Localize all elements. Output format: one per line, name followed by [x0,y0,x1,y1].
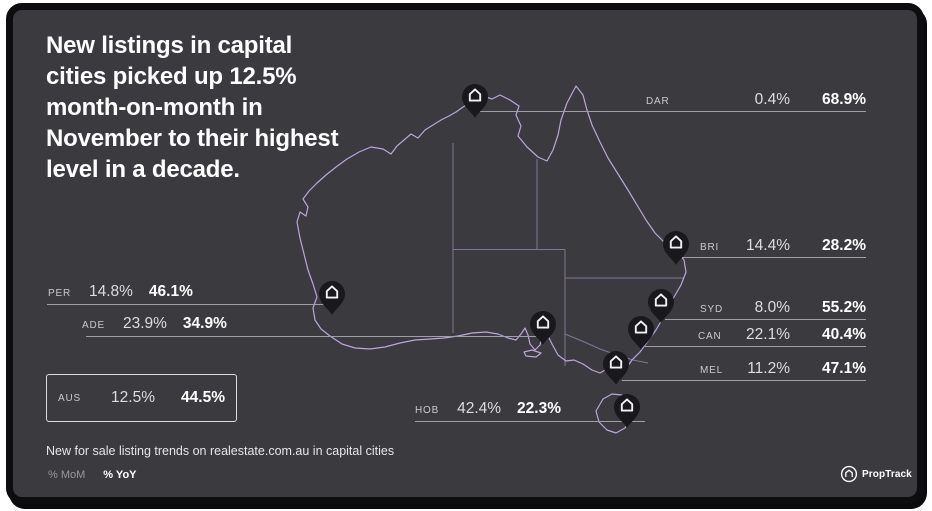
city-code: MEL [700,365,723,376]
mom-value: 23.9% [122,315,167,332]
city-code: SYD [700,304,723,315]
proptrack-house-icon [840,465,858,483]
national-yoy-value: 44.5% [181,389,225,406]
yoy-value: 46.1% [148,283,193,300]
page-title: New listings in capital cities picked up… [46,32,339,183]
yoy-value: 28.2% [822,237,866,254]
house-pin-icon-hobart [613,393,641,429]
mom-value: 8.0% [754,299,790,316]
city-code: CAN [698,331,722,342]
house-pin-icon-brisbane [662,230,690,266]
legend-yoy-label: % YoY [103,469,137,481]
state-borders [452,143,684,366]
mom-value: 0.4% [754,91,790,108]
yoy-value: 55.2% [822,299,866,316]
national-code: AUS [58,392,81,404]
card-background [6,3,924,504]
brand-name: PropTrack [862,468,912,480]
house-pin-icon-sydney [647,288,675,324]
yoy-value: 34.9% [182,315,227,332]
house-pin-icon-melbourne [602,350,630,386]
city-row-ade: ADE 23.9% 34.9% [82,315,227,335]
brand-logo: PropTrack [840,465,912,483]
city-code: BRI [700,242,720,253]
city-code: HOB [415,405,440,416]
city-row-bri: BRI 14.4% 28.2% [700,237,866,257]
house-pin-icon-darwin [461,83,489,119]
mom-value: 14.4% [746,237,790,254]
source-note: New for sale listing trends on realestat… [46,444,395,458]
yoy-value: 47.1% [822,360,866,377]
legend-mom-label: % MoM [48,469,86,481]
city-code: PER [48,288,71,299]
mom-value: 14.8% [88,283,133,300]
national-mom-value: 12.5% [111,389,155,406]
yoy-value: 22.3% [517,400,561,417]
city-row-hob: HOB 42.4% 22.3% [415,400,561,420]
city-code: DAR [646,96,670,107]
city-row-dar: DAR 0.4% 68.9% [646,91,866,111]
national-summary-box: AUS 12.5% 44.5% [46,374,237,422]
city-row-per: PER 14.8% 46.1% [48,283,193,303]
yoy-value: 40.4% [822,326,866,343]
legend: % MoM % YoY [48,469,137,481]
house-pin-icon-canberra [627,315,655,351]
city-pins [318,83,690,429]
house-pin-icon-perth [318,280,346,316]
city-code: ADE [82,320,105,331]
house-pin-icon-adelaide [529,310,557,346]
city-row-mel: MEL 11.2% 47.1% [700,360,866,380]
city-row-can: CAN 22.1% 40.4% [698,326,866,346]
mom-value: 11.2% [747,360,790,377]
mom-value: 42.4% [457,400,502,417]
city-row-syd: SYD 8.0% 55.2% [700,299,866,319]
mom-value: 22.1% [746,326,790,343]
yoy-value: 68.9% [822,91,866,108]
connector-lines [47,111,866,422]
